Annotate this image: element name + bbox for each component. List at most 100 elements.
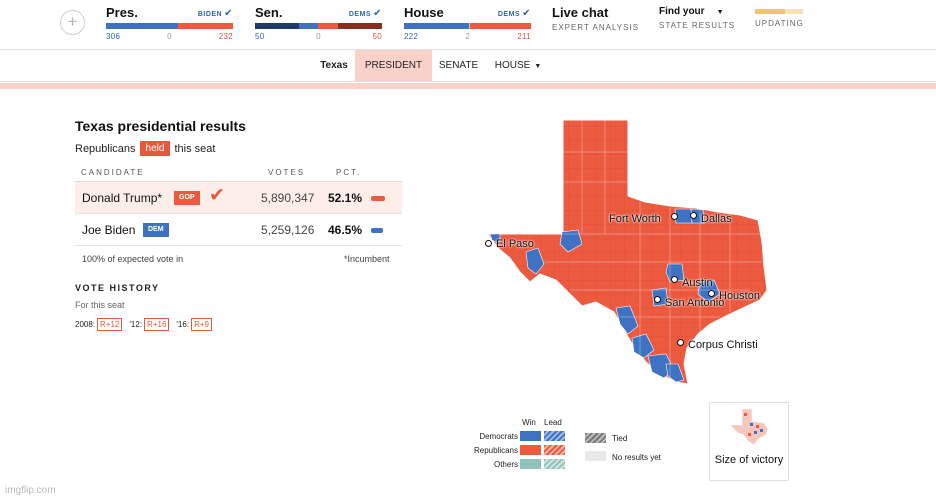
table-row[interactable]: Donald Trump* GOP ✔ 5,890,347 52.1% [75, 182, 402, 214]
legend-row-label: Democrats [479, 432, 518, 441]
race-bar [106, 23, 233, 29]
race-bar [255, 23, 382, 29]
live-chat-title: Live chat [552, 5, 609, 20]
legend-lead-header: Lead [544, 418, 562, 427]
candidate-name: Joe Biden [82, 223, 136, 237]
table-header: CANDIDATE VOTES PCT. [75, 168, 402, 182]
legend-swatch [520, 459, 541, 469]
vote-count: 5,259,126 [261, 223, 315, 237]
check-icon: ✔ [224, 8, 233, 19]
legend-swatch [544, 431, 565, 441]
city-marker[interactable] [708, 290, 715, 297]
race-winner: DEMS ✔ [497, 8, 531, 19]
map-legend: Win Lead Democrats Republicans Others Ti… [456, 416, 696, 476]
vote-history-subtitle: For this seat [75, 300, 125, 310]
size-of-victory-button[interactable]: Size of victory [709, 402, 789, 481]
candidate-name: Donald Trump* [82, 191, 163, 205]
county-lines [530, 120, 764, 377]
city-label: Corpus Christi [688, 339, 758, 351]
updating-label: UPDATING [755, 19, 804, 28]
held-line: Republicans held this seat [75, 141, 216, 156]
city-label: Fort Worth [609, 213, 661, 225]
margin-badge: R+9 [191, 318, 212, 331]
pct-bar [371, 196, 385, 201]
city-marker[interactable] [671, 213, 678, 220]
col-votes: VOTES [268, 168, 306, 177]
caret-down-icon: ▼ [716, 9, 724, 16]
rep-count: 50 [372, 32, 382, 41]
divider-band [0, 83, 936, 89]
race-senate[interactable]: Sen. DEMS ✔ 50 0 50 [255, 5, 382, 41]
race-title: Sen. [255, 5, 283, 20]
legend-row-label: Republicans [473, 446, 518, 455]
rep-count: 211 [517, 32, 531, 41]
col-candidate: CANDIDATE [81, 168, 145, 177]
party-badge: DEM [143, 223, 169, 237]
sub-nav: Texas PRESIDENT SENATE HOUSE ▼ [0, 50, 936, 82]
race-title: Pres. [106, 5, 138, 20]
legend-win-header: Win [522, 418, 536, 427]
caret-down-icon: ▼ [534, 63, 542, 70]
party-badge: GOP [174, 191, 200, 205]
col-pct: PCT. [336, 168, 362, 177]
dem-count: 306 [106, 32, 121, 41]
race-winner: BIDEN ✔ [197, 8, 233, 19]
incumbent-note: *Incumbent [344, 254, 390, 264]
results-panel: Texas presidential results Republicans h… [75, 118, 402, 331]
city-marker[interactable] [690, 212, 697, 219]
city-marker[interactable] [677, 339, 684, 346]
rep-count: 232 [218, 32, 233, 41]
find-state-title: Find your [659, 6, 705, 17]
county-map[interactable]: El Paso Fort Worth Dallas Austin San Ant… [470, 112, 790, 392]
table-row[interactable]: Joe Biden DEM 5,259,126 46.5% [75, 214, 402, 246]
legend-swatch [520, 445, 541, 455]
legend-no-results: No results yet [612, 453, 661, 462]
live-chat-link[interactable]: Live chat EXPERT ANALYSIS [552, 5, 639, 32]
plus-icon[interactable]: + [60, 10, 85, 35]
vote-count: 5,890,347 [261, 191, 315, 205]
expected-vote: 100% of expected vote in [82, 254, 184, 264]
legend-swatch [544, 459, 565, 469]
size-of-victory-label: Size of victory [714, 454, 784, 466]
live-chat-subtitle: EXPERT ANALYSIS [552, 23, 640, 32]
race-title: House [404, 5, 444, 20]
legend-swatch [544, 445, 565, 455]
vote-pct: 52.1% [328, 191, 363, 205]
city-marker[interactable] [485, 240, 492, 247]
find-state-dropdown[interactable]: Find your ▼ STATE RESULTS [659, 6, 735, 30]
vote-pct: 46.5% [328, 223, 363, 237]
other-count: 0 [316, 32, 321, 41]
updating-indicator: UPDATING [755, 9, 804, 28]
race-bar [404, 23, 531, 29]
dem-count: 222 [404, 32, 419, 41]
race-president[interactable]: Pres. BIDEN ✔ 306 0 232 [106, 5, 233, 41]
city-label: Dallas [701, 213, 732, 225]
legend-row-label: Others [493, 460, 518, 469]
other-count: 0 [167, 32, 172, 41]
mini-map-icon [729, 408, 769, 446]
check-icon: ✔ [209, 185, 225, 206]
race-house[interactable]: House DEMS ✔ 222 2 211 [404, 5, 531, 41]
margin-badge: R+16 [144, 318, 170, 331]
texas-map[interactable] [470, 112, 790, 392]
city-label: San Antonio [665, 297, 725, 309]
vote-history-title: VOTE HISTORY [75, 283, 160, 293]
legend-tied: Tied [612, 434, 628, 443]
city-label: Houston [719, 290, 760, 302]
city-label: Austin [682, 277, 713, 289]
city-marker[interactable] [671, 276, 678, 283]
dem-count: 50 [255, 32, 265, 41]
held-badge: held [139, 141, 171, 156]
tab-senate[interactable]: SENATE [438, 60, 479, 71]
margin-badge: R+12 [97, 318, 123, 331]
city-marker[interactable] [654, 296, 661, 303]
find-state-subtitle: STATE RESULTS [659, 21, 736, 30]
race-winner: DEMS ✔ [348, 8, 382, 19]
check-icon: ✔ [373, 8, 382, 19]
watermark: imgflip.com [5, 485, 56, 496]
other-count: 2 [465, 32, 471, 41]
tab-president[interactable]: PRESIDENT [355, 50, 432, 81]
pct-bar [371, 228, 383, 233]
vote-history-list: 2008: R+12 '12: R+16 '16: R+9 [75, 318, 402, 331]
tab-house[interactable]: HOUSE ▼ [494, 60, 542, 71]
